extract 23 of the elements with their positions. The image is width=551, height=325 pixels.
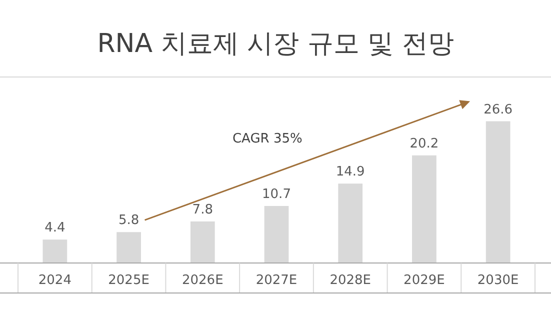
x-tick-label: 2024 (38, 273, 72, 288)
bar (190, 221, 215, 263)
x-tick-label: 2027E (256, 273, 298, 288)
bar (42, 240, 68, 263)
data-label: 14.9 (336, 164, 365, 180)
bar (264, 206, 289, 263)
annotation: CAGR 35% (232, 132, 302, 147)
chart-title: RNA 치료제 시장 규모 및 전망 (97, 29, 454, 59)
x-tick-label: 2028E (330, 273, 372, 288)
data-label: 7.8 (192, 202, 213, 218)
data-label: 26.6 (484, 102, 513, 118)
data-label: 5.8 (118, 213, 140, 228)
data-label: 20.2 (410, 136, 439, 152)
bar (486, 121, 510, 263)
data-label: 10.7 (262, 186, 291, 202)
x-tick-label: 2029E (404, 273, 445, 288)
x-tick-label: 2030E (477, 273, 519, 288)
bar (338, 184, 363, 263)
x-tick-label: 2025E (108, 273, 150, 288)
data-label: 4.4 (44, 220, 66, 236)
bar (116, 232, 141, 263)
x-tick-label: 2026E (182, 273, 224, 288)
bar (412, 155, 436, 263)
